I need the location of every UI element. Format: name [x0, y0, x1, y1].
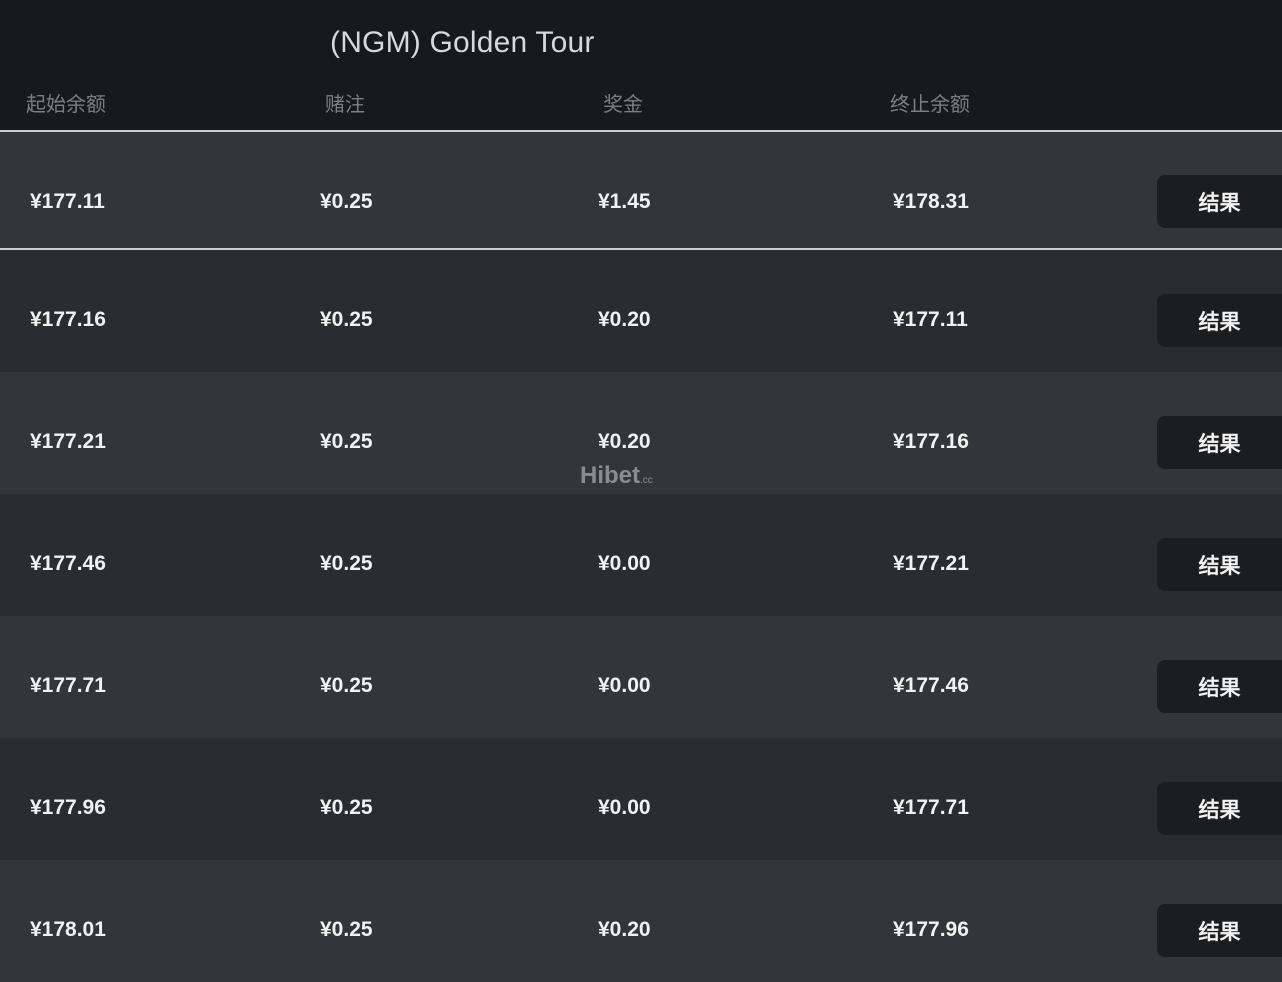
result-button[interactable]: 结果	[1157, 175, 1282, 228]
bet-cell: ¥0.25	[320, 674, 373, 697]
result-button[interactable]: 结果	[1157, 294, 1282, 347]
bet-cell: ¥0.25	[320, 308, 373, 331]
start-balance-cell: ¥177.11	[30, 190, 105, 213]
bet-cell: ¥0.25	[320, 430, 373, 453]
win-cell: ¥0.00	[598, 552, 651, 575]
win-cell: ¥0.20	[598, 308, 651, 331]
watermark-logo: Hibet.cc	[580, 462, 653, 489]
bet-cell: ¥0.25	[320, 552, 373, 575]
start-balance-cell: ¥178.01	[30, 918, 106, 941]
table-row: ¥177.71 ¥0.25 ¥0.00 ¥177.46 结果	[0, 616, 1282, 738]
result-button[interactable]: 结果	[1157, 538, 1282, 591]
start-balance-cell: ¥177.16	[30, 308, 106, 331]
end-balance-cell: ¥177.11	[893, 308, 968, 331]
start-balance-cell: ¥177.71	[30, 674, 106, 697]
bet-cell: ¥0.25	[320, 190, 373, 213]
end-balance-cell: ¥177.71	[893, 796, 969, 819]
column-header-win: 奖金	[603, 92, 643, 116]
start-balance-cell: ¥177.96	[30, 796, 106, 819]
result-button[interactable]: 结果	[1157, 416, 1282, 469]
win-cell: ¥0.20	[598, 430, 651, 453]
start-balance-cell: ¥177.46	[30, 552, 106, 575]
end-balance-cell: ¥177.21	[893, 552, 969, 575]
end-balance-cell: ¥178.31	[893, 190, 969, 213]
win-cell: ¥1.45	[598, 190, 651, 213]
history-table: ¥177.11 ¥0.25 ¥1.45 ¥178.31 结果 ¥177.16 ¥0.25 ¥0…	[0, 130, 1282, 982]
table-row: ¥178.01 ¥0.25 ¥0.20 ¥177.96 结果	[0, 860, 1282, 982]
result-button[interactable]: 结果	[1157, 660, 1282, 713]
table-row: ¥177.21 ¥0.25 ¥0.20 ¥177.16 结果	[0, 372, 1282, 494]
table-row: ¥177.46 ¥0.25 ¥0.00 ¥177.21 结果	[0, 494, 1282, 616]
column-header-start-balance: 起始余额	[26, 92, 106, 116]
bet-cell: ¥0.25	[320, 796, 373, 819]
end-balance-cell: ¥177.46	[893, 674, 969, 697]
game-title: (NGM) Golden Tour	[330, 26, 595, 59]
start-balance-cell: ¥177.21	[30, 430, 106, 453]
table-header: (NGM) Golden Tour 起始余额 赌注 奖金 终止余额	[0, 0, 1282, 130]
end-balance-cell: ¥177.16	[893, 430, 969, 453]
win-cell: ¥0.00	[598, 674, 651, 697]
table-row: ¥177.96 ¥0.25 ¥0.00 ¥177.71 结果	[0, 738, 1282, 860]
table-row: ¥177.11 ¥0.25 ¥1.45 ¥178.31 结果	[0, 130, 1282, 250]
column-header-bet: 赌注	[325, 92, 365, 116]
win-cell: ¥0.20	[598, 918, 651, 941]
result-button[interactable]: 结果	[1157, 904, 1282, 957]
result-button[interactable]: 结果	[1157, 782, 1282, 835]
column-header-end-balance: 终止余额	[890, 92, 970, 116]
bet-cell: ¥0.25	[320, 918, 373, 941]
end-balance-cell: ¥177.96	[893, 918, 969, 941]
win-cell: ¥0.00	[598, 796, 651, 819]
table-row: ¥177.16 ¥0.25 ¥0.20 ¥177.11 结果	[0, 250, 1282, 372]
